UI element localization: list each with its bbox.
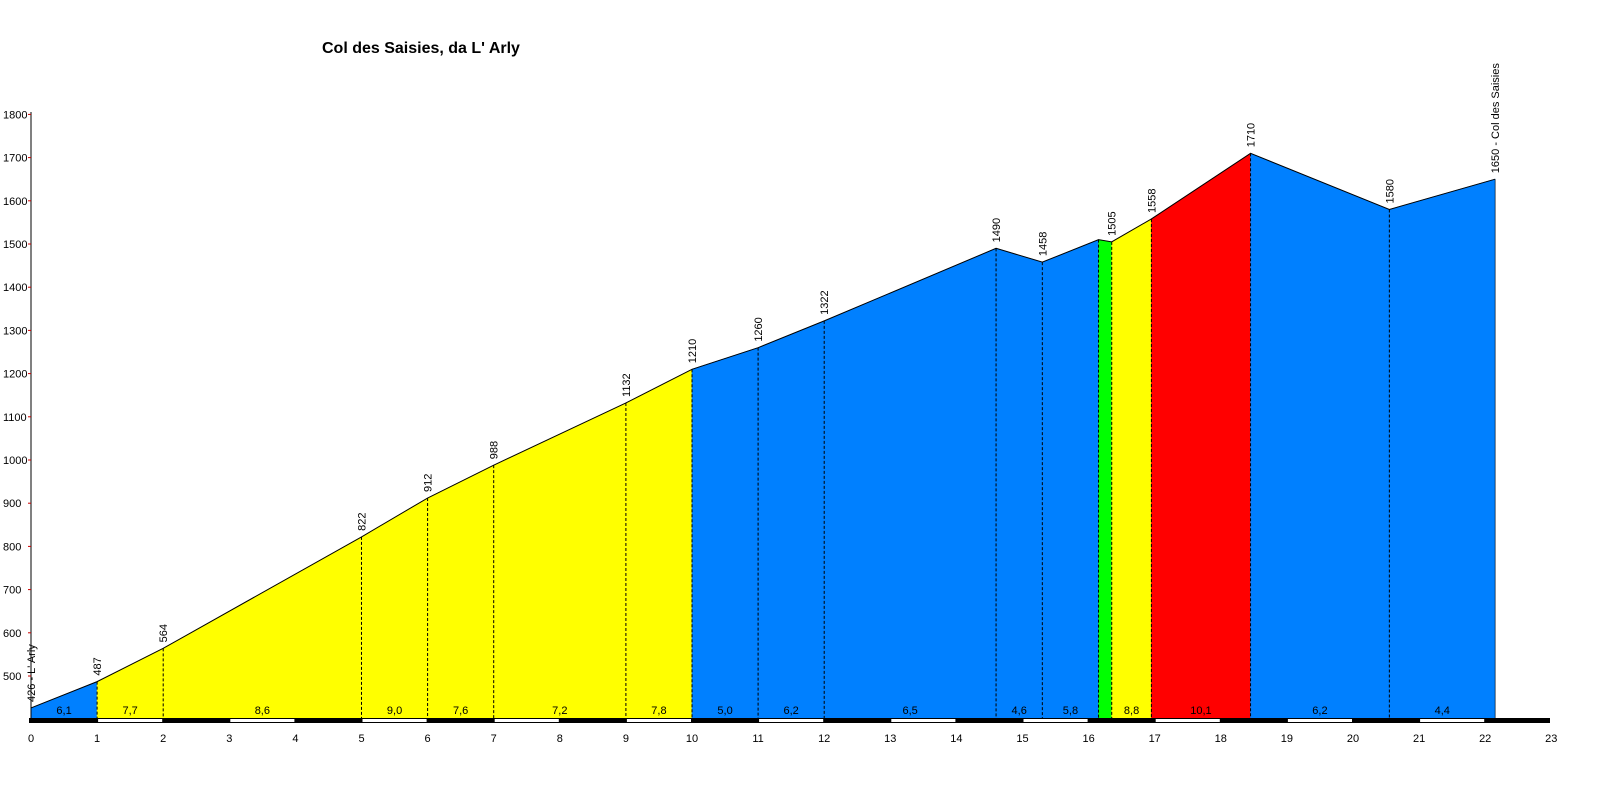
y-tick-label: 1100: [3, 412, 27, 424]
x-tick-label: 21: [1413, 733, 1425, 745]
x-tick-label: 3: [226, 733, 232, 745]
altitude-label: 1210: [687, 339, 699, 363]
km-scale-stripe: [759, 719, 824, 722]
y-tick-label: 900: [3, 498, 21, 510]
gradient-segment: [757, 320, 825, 719]
km-scale-stripe: [1155, 719, 1220, 722]
profile-outline: [30, 152, 1496, 709]
y-tick-label: 1200: [3, 369, 27, 381]
x-tick-label: 9: [623, 733, 629, 745]
y-tick-label: 1300: [3, 325, 27, 337]
altitude-label: 1710: [1246, 123, 1258, 147]
gradient-segment: [1042, 239, 1099, 719]
gradient-segment: [1098, 239, 1113, 719]
x-tick-label: 1: [94, 733, 100, 745]
x-tick-label: 15: [1016, 733, 1028, 745]
altitude-label: 1458: [1037, 232, 1049, 256]
segment-gradient-label: 7,8: [651, 705, 666, 717]
y-tick-label: 1400: [3, 282, 27, 294]
km-scale-stripe: [1023, 719, 1088, 722]
altitude-label: 912: [423, 474, 435, 492]
x-tick-label: 20: [1347, 733, 1359, 745]
y-tick-label: 1700: [3, 153, 27, 165]
km-scale-stripe: [494, 719, 559, 722]
km-scale-stripe: [230, 719, 295, 722]
segment-gradient-label: 9,0: [387, 705, 402, 717]
altitude-label: 822: [357, 513, 369, 531]
segment-gradient-label: 7,6: [453, 705, 468, 717]
gradient-segment: [427, 464, 495, 719]
segment-gradient-label: 6,1: [56, 705, 71, 717]
segment-gradient-label: 6,5: [902, 705, 917, 717]
gradient-segment: [1111, 218, 1152, 719]
x-tick-label: 12: [818, 733, 830, 745]
gradient-segment: [995, 247, 1043, 719]
x-tick-label: 22: [1479, 733, 1491, 745]
x-tick-label: 10: [686, 733, 698, 745]
segment-gradient-label: 4,4: [1435, 705, 1450, 717]
x-tick-label: 8: [557, 733, 563, 745]
gradient-segment: [1389, 178, 1496, 719]
altitude-label: 1132: [621, 373, 633, 397]
gradient-segment: [1250, 152, 1390, 719]
x-tick-label: 4: [292, 733, 298, 745]
y-tick-label: 1500: [3, 239, 27, 251]
altitude-label: 1322: [819, 290, 831, 314]
x-tick-label: 23: [1545, 733, 1557, 745]
x-tick-label: 13: [884, 733, 896, 745]
altitude-label: 426 - L' Arly: [26, 644, 38, 702]
altitude-label: 988: [489, 441, 501, 459]
y-tick-label: 800: [3, 541, 21, 553]
x-tick-label: 6: [425, 733, 431, 745]
y-tick-label: 1600: [3, 196, 27, 208]
x-tick-label: 11: [752, 733, 763, 745]
altitude-label: 1650 - Col des Saisies: [1490, 63, 1502, 174]
x-tick-label: 17: [1149, 733, 1161, 745]
segment-gradient-label: 10,1: [1190, 705, 1211, 717]
km-scale-stripe: [891, 719, 956, 722]
segment-gradient-label: 7,7: [123, 705, 138, 717]
gradient-segment: [823, 247, 997, 719]
gradient-segment: [691, 347, 759, 719]
x-tick-label: 14: [950, 733, 962, 745]
segment-gradient-label: 8,6: [255, 705, 270, 717]
y-tick-label: 700: [3, 585, 21, 597]
gradient-segment: [493, 402, 627, 719]
y-tick-label: 1800: [3, 109, 27, 121]
altitude-label: 1580: [1384, 179, 1396, 203]
km-scale-stripe: [362, 719, 427, 722]
altitude-label: 1490: [991, 218, 1003, 242]
segment-gradient-label: 6,2: [784, 705, 799, 717]
x-tick-label: 7: [491, 733, 497, 745]
altitude-label: 1260: [753, 317, 765, 341]
x-tick-label: 18: [1215, 733, 1227, 745]
x-tick-label: 19: [1281, 733, 1293, 745]
y-tick-label: 500: [3, 671, 21, 683]
altitude-label: 487: [92, 657, 104, 675]
km-scale-stripe: [98, 719, 163, 722]
segment-gradient-label: 5,8: [1063, 705, 1078, 717]
km-scale-stripe: [1287, 719, 1352, 722]
altitude-label: 564: [158, 624, 170, 642]
altitude-label: 1505: [1107, 211, 1119, 235]
chart-title: Col des Saisies, da L' Arly: [322, 40, 520, 57]
y-tick-label: 600: [3, 628, 21, 640]
altitude-label: 1558: [1146, 188, 1158, 212]
segment-gradient-label: 6,2: [1312, 705, 1327, 717]
gradient-segment: [1151, 152, 1251, 719]
x-tick-label: 0: [28, 733, 34, 745]
x-tick-label: 16: [1082, 733, 1094, 745]
km-scale-stripe: [626, 719, 691, 722]
gradient-segment: [162, 536, 362, 719]
segment-gradient-label: 4,6: [1012, 705, 1027, 717]
x-tick-label: 2: [160, 733, 166, 745]
x-tick-label: 5: [358, 733, 364, 745]
gradient-segment: [625, 368, 693, 719]
segment-gradient-label: 7,2: [552, 705, 567, 717]
y-tick-label: 1000: [3, 455, 27, 467]
segment-gradient-label: 5,0: [717, 705, 732, 717]
segment-gradient-label: 8,8: [1124, 705, 1139, 717]
km-scale-stripe: [1420, 719, 1485, 722]
